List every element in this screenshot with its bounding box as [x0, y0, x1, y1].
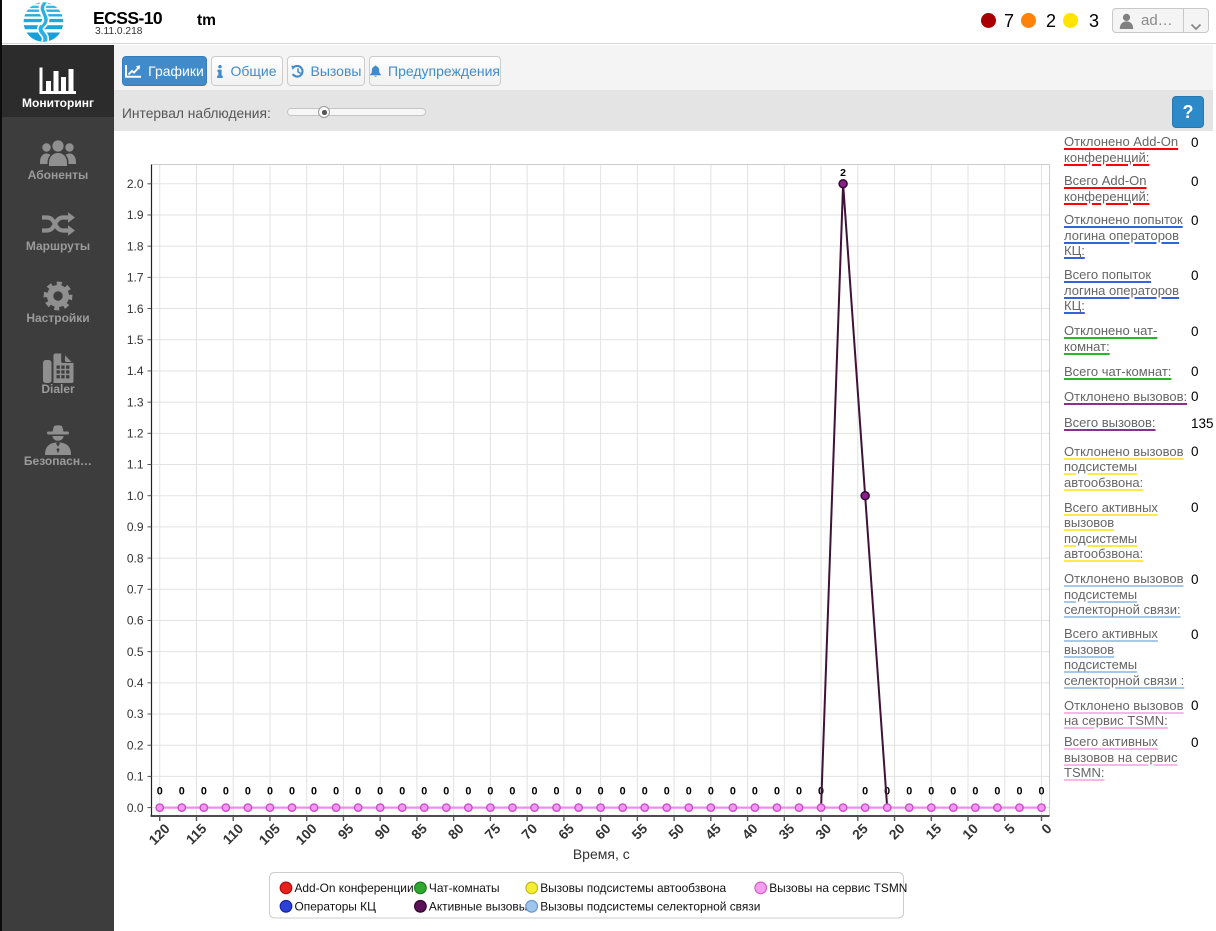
svg-text:0.6: 0.6	[127, 614, 144, 628]
svg-text:0.8: 0.8	[127, 551, 144, 565]
svg-text:0: 0	[884, 786, 890, 798]
svg-text:0: 0	[487, 786, 493, 798]
svg-text:90: 90	[372, 821, 394, 843]
svg-text:0: 0	[862, 786, 868, 798]
svg-text:110: 110	[220, 821, 247, 848]
svg-text:1.3: 1.3	[127, 395, 144, 409]
svg-text:0: 0	[509, 786, 515, 798]
svg-text:120: 120	[146, 821, 173, 848]
svg-text:Add-On конференции: Add-On конференции	[295, 881, 414, 895]
svg-text:0: 0	[796, 786, 802, 798]
svg-text:0: 0	[752, 786, 758, 798]
svg-text:1.8: 1.8	[127, 239, 144, 253]
svg-text:1.5: 1.5	[127, 333, 144, 347]
svg-text:0: 0	[465, 786, 471, 798]
svg-text:40: 40	[739, 821, 761, 843]
svg-text:0: 0	[686, 786, 692, 798]
svg-text:65: 65	[556, 821, 578, 843]
svg-text:95: 95	[335, 821, 357, 843]
svg-text:0: 0	[531, 786, 537, 798]
svg-text:2: 2	[840, 167, 846, 179]
svg-text:0: 0	[157, 786, 163, 798]
svg-text:35: 35	[776, 821, 798, 843]
svg-text:0: 0	[774, 786, 780, 798]
svg-text:0: 0	[399, 786, 405, 798]
svg-text:0: 0	[245, 786, 251, 798]
svg-text:5: 5	[1002, 821, 1018, 837]
svg-text:0: 0	[1016, 786, 1022, 798]
svg-text:0: 0	[554, 786, 560, 798]
svg-text:80: 80	[445, 821, 467, 843]
svg-text:0: 0	[355, 786, 361, 798]
svg-text:0: 0	[377, 786, 383, 798]
svg-text:55: 55	[629, 821, 651, 843]
svg-text:0: 0	[620, 786, 626, 798]
svg-text:Активные вызовы: Активные вызовы	[429, 900, 527, 914]
svg-text:0: 0	[421, 786, 427, 798]
svg-text:85: 85	[409, 821, 431, 843]
svg-text:60: 60	[592, 821, 614, 843]
svg-text:0: 0	[443, 786, 449, 798]
svg-text:0.2: 0.2	[127, 738, 144, 752]
svg-text:Время, с: Время, с	[573, 846, 630, 862]
svg-text:Вызовы на сервис TSMN: Вызовы на сервис TSMN	[769, 881, 907, 895]
svg-text:75: 75	[482, 821, 504, 843]
svg-text:Операторы КЦ: Операторы КЦ	[295, 900, 377, 914]
svg-text:2.0: 2.0	[127, 177, 144, 191]
svg-text:50: 50	[666, 821, 688, 843]
svg-text:Вызовы подсистемы автообзвона: Вызовы подсистемы автообзвона	[540, 881, 726, 895]
svg-text:0.7: 0.7	[127, 582, 144, 596]
svg-text:0: 0	[179, 786, 185, 798]
svg-text:1.2: 1.2	[127, 427, 144, 441]
svg-text:0: 0	[664, 786, 670, 798]
svg-text:1.4: 1.4	[127, 364, 144, 378]
svg-text:0: 0	[267, 786, 273, 798]
svg-text:0: 0	[972, 786, 978, 798]
svg-text:1.9: 1.9	[127, 208, 144, 222]
svg-text:105: 105	[256, 821, 283, 848]
svg-text:0: 0	[906, 786, 912, 798]
svg-text:1.1: 1.1	[127, 458, 144, 472]
svg-text:0: 0	[642, 786, 648, 798]
svg-text:0: 0	[708, 786, 714, 798]
svg-text:100: 100	[293, 821, 320, 848]
svg-text:45: 45	[702, 821, 724, 843]
svg-text:0.1: 0.1	[127, 770, 144, 784]
svg-text:0: 0	[994, 786, 1000, 798]
svg-text:0: 0	[1039, 821, 1055, 837]
svg-text:115: 115	[183, 821, 210, 848]
svg-text:0: 0	[311, 786, 317, 798]
svg-text:1.6: 1.6	[127, 302, 144, 316]
svg-text:30: 30	[813, 821, 835, 843]
svg-text:0: 0	[223, 786, 229, 798]
svg-text:0.3: 0.3	[127, 707, 144, 721]
svg-text:0: 0	[730, 786, 736, 798]
svg-text:0: 0	[598, 786, 604, 798]
svg-text:0: 0	[289, 786, 295, 798]
svg-text:0.0: 0.0	[127, 801, 144, 815]
svg-text:0.9: 0.9	[127, 520, 144, 534]
svg-text:15: 15	[923, 821, 945, 843]
svg-text:0: 0	[928, 786, 934, 798]
svg-text:Вызовы подсистемы селекторной: Вызовы подсистемы селекторной связи	[540, 900, 760, 914]
svg-text:70: 70	[519, 821, 541, 843]
svg-text:Чат-комнаты: Чат-комнаты	[429, 881, 500, 895]
svg-text:0: 0	[333, 786, 339, 798]
svg-text:10: 10	[960, 821, 982, 843]
svg-text:0: 0	[950, 786, 956, 798]
svg-text:20: 20	[886, 821, 908, 843]
svg-text:0.4: 0.4	[127, 676, 144, 690]
svg-text:25: 25	[849, 821, 871, 843]
svg-text:1.7: 1.7	[127, 271, 144, 285]
svg-text:0: 0	[576, 786, 582, 798]
svg-text:0.5: 0.5	[127, 645, 144, 659]
svg-text:1.0: 1.0	[127, 489, 144, 503]
svg-text:0: 0	[1038, 786, 1044, 798]
svg-text:0: 0	[201, 786, 207, 798]
